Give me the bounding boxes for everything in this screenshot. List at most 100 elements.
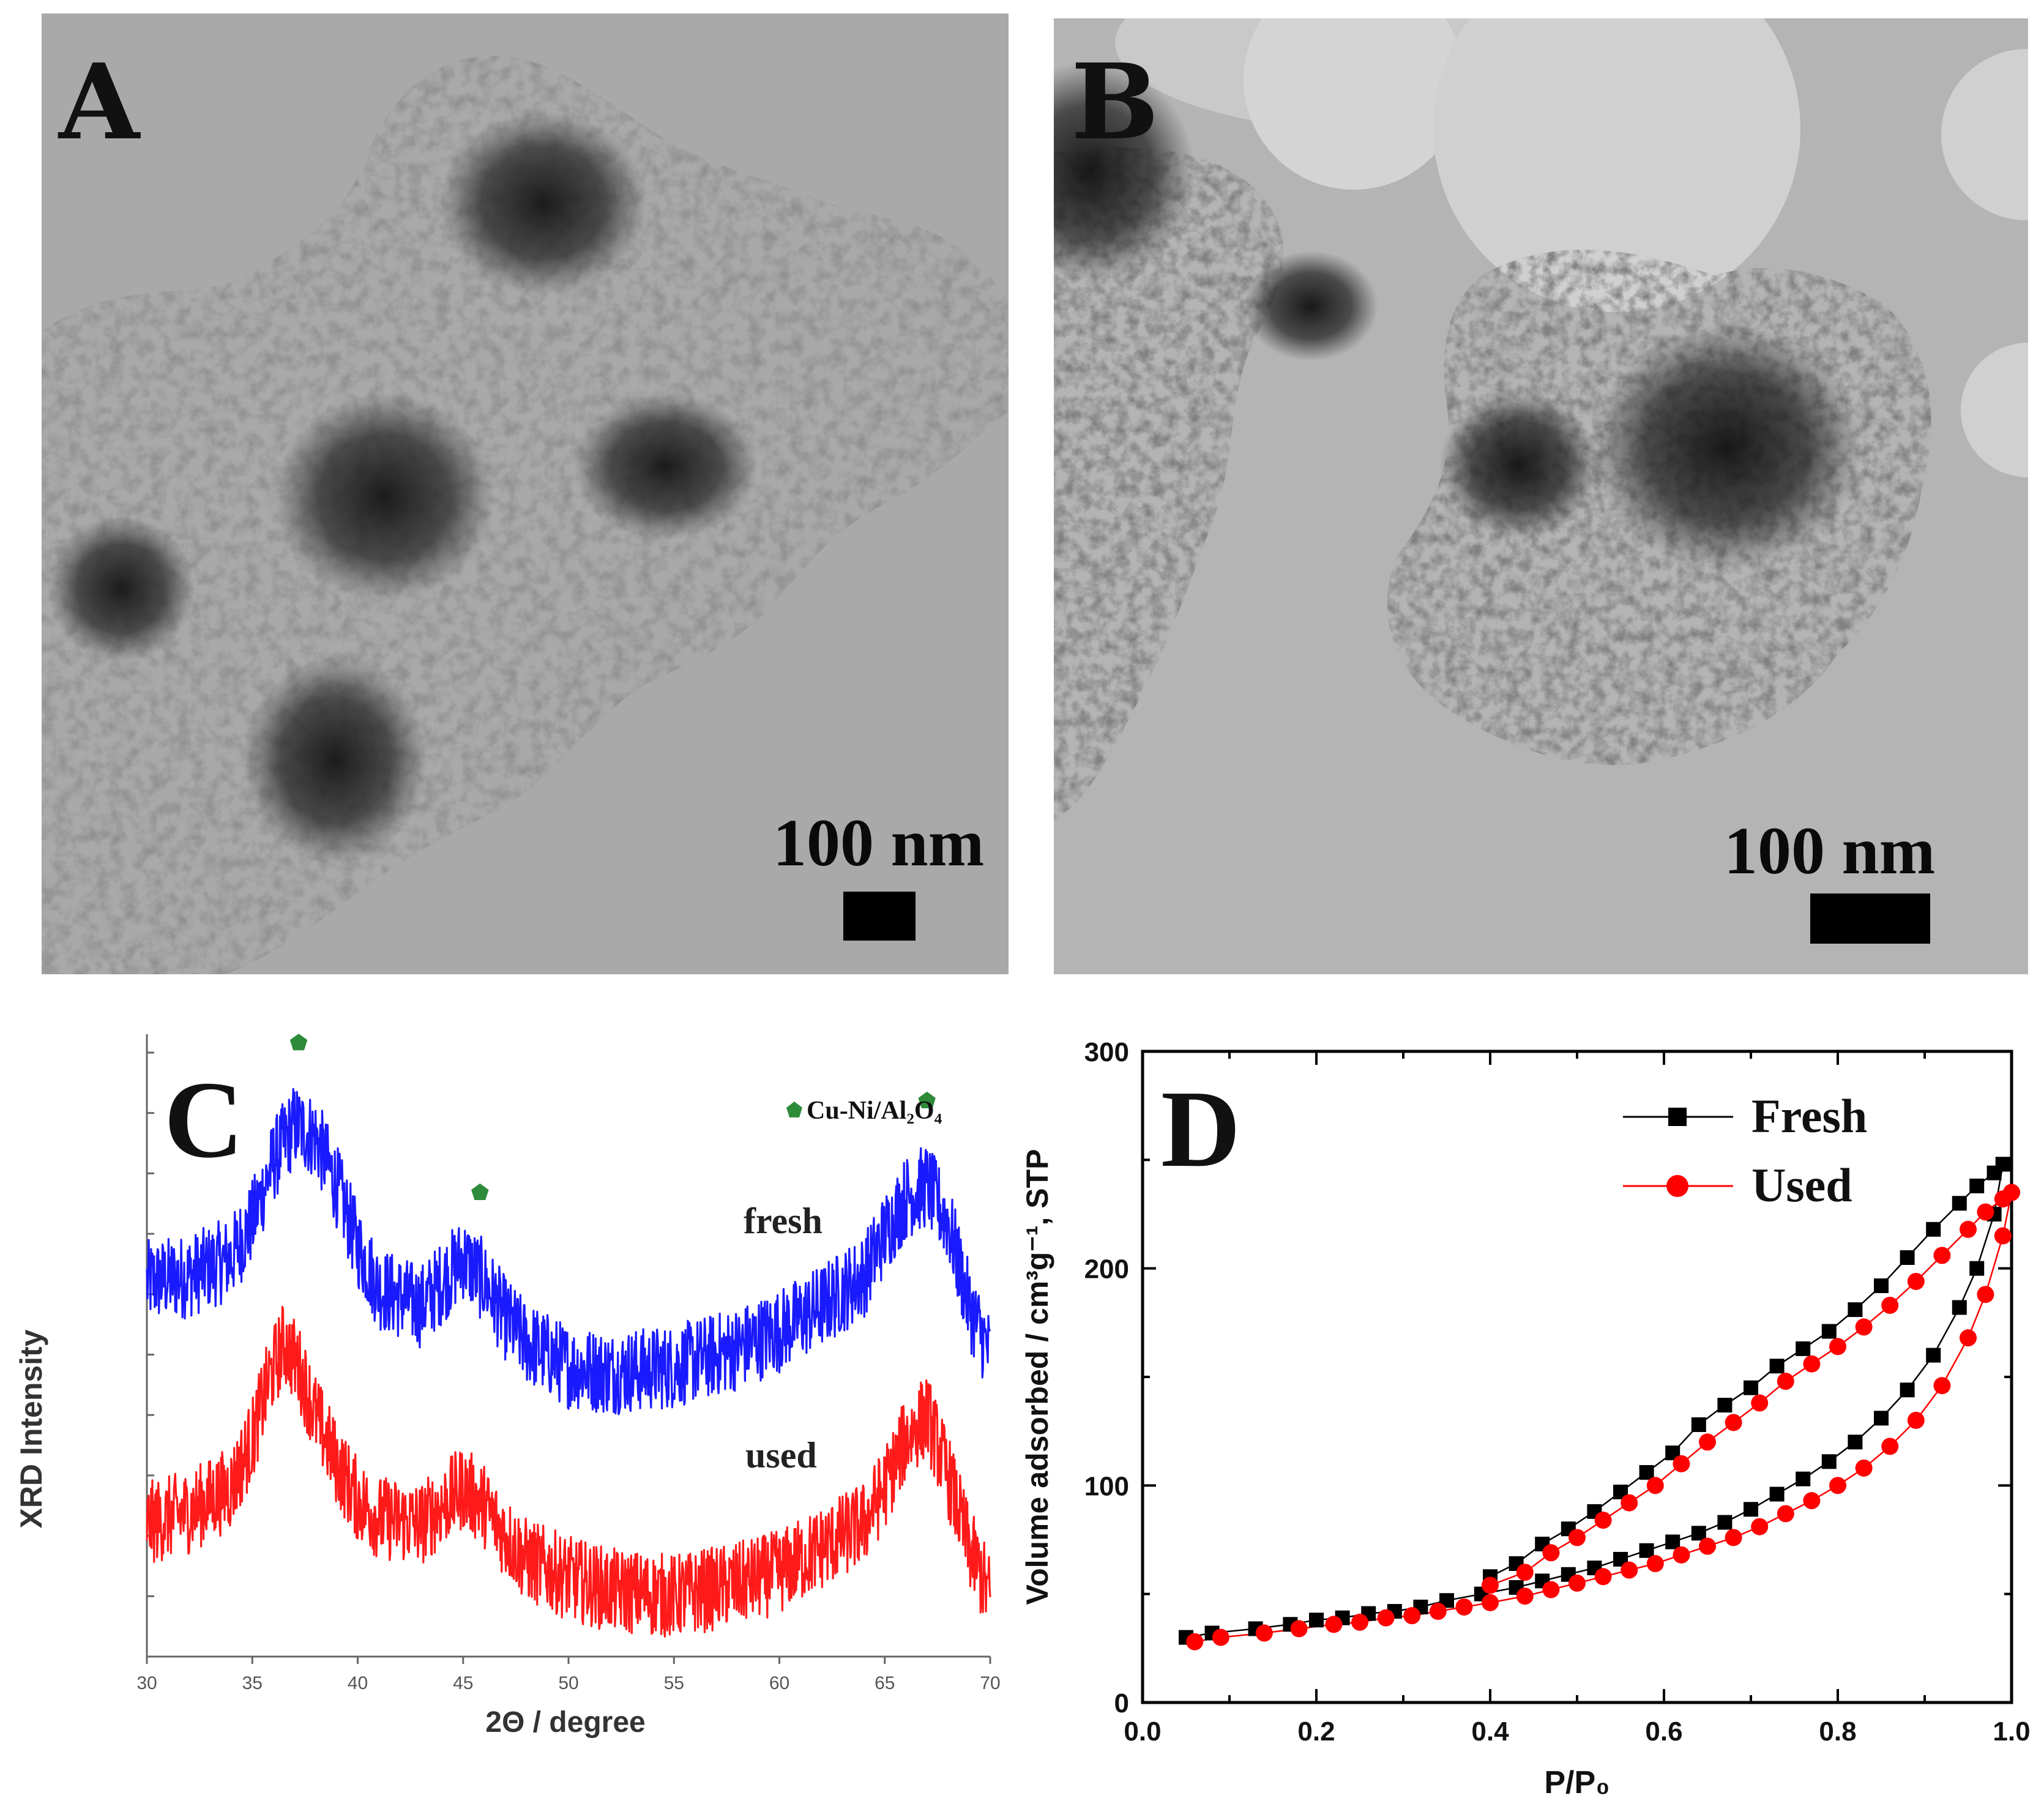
bet-point-fresh bbox=[1717, 1398, 1733, 1413]
panel-label-a: A bbox=[59, 41, 140, 163]
x-tick-label: 0.8 bbox=[1819, 1717, 1856, 1747]
bet-point-used bbox=[1803, 1355, 1821, 1373]
bet-point-fresh bbox=[1639, 1543, 1654, 1558]
bet-point-used bbox=[1960, 1220, 1977, 1238]
scale-bar-b bbox=[1810, 893, 1930, 944]
bet-point-used bbox=[1907, 1272, 1925, 1290]
series-label-used: used bbox=[745, 1435, 817, 1475]
panel-label-c: C bbox=[164, 1059, 244, 1180]
scale-bar-label-b: 100 nm bbox=[1724, 813, 1936, 888]
bet-point-used bbox=[1803, 1492, 1821, 1510]
bet-point-used bbox=[1725, 1414, 1742, 1431]
bet-point-fresh bbox=[1639, 1465, 1654, 1480]
dark-particle bbox=[1592, 324, 1862, 569]
tem-panel-a: A 100 nm bbox=[42, 13, 1009, 974]
x-axis-label: P/P₀ bbox=[1544, 1765, 1610, 1800]
bet-point-used bbox=[1933, 1247, 1951, 1264]
bet-point-fresh bbox=[1900, 1382, 1915, 1398]
bet-point-used bbox=[1960, 1329, 1977, 1347]
bet-point-fresh bbox=[1874, 1411, 1889, 1426]
y-tick-label: 300 bbox=[1084, 1037, 1129, 1067]
bet-point-fresh bbox=[1969, 1178, 1985, 1193]
bet-point-used bbox=[1482, 1576, 1499, 1594]
y-tick-label: 0 bbox=[1114, 1688, 1129, 1718]
bet-point-used bbox=[1977, 1203, 1994, 1221]
bet-point-fresh bbox=[1691, 1526, 1706, 1541]
x-tick-label: 45 bbox=[453, 1673, 473, 1693]
x-tick-label: 0.6 bbox=[1645, 1717, 1682, 1747]
bet-point-used bbox=[1751, 1394, 1769, 1412]
x-tick-label: 50 bbox=[558, 1673, 578, 1693]
bet-point-used bbox=[1569, 1574, 1586, 1592]
y-axis-label: XRD Intensity bbox=[14, 1329, 48, 1528]
peak-marker bbox=[289, 1034, 308, 1051]
bet-point-used bbox=[1994, 1227, 2012, 1245]
peak-marker bbox=[471, 1183, 489, 1200]
bet-point-used bbox=[1881, 1296, 1899, 1314]
bet-point-used bbox=[1377, 1609, 1395, 1627]
bet-point-used bbox=[1777, 1373, 1794, 1390]
dark-particle bbox=[274, 393, 494, 601]
legend-marker-used bbox=[1666, 1175, 1688, 1197]
xrd-line-used bbox=[146, 1305, 991, 1638]
panel-label-b: B bbox=[1071, 41, 1159, 163]
x-tick-label: 0.2 bbox=[1297, 1717, 1335, 1747]
x-tick-label: 40 bbox=[348, 1673, 368, 1693]
tem-panel-b: B 100 nm bbox=[1054, 18, 2028, 974]
bet-point-fresh bbox=[1952, 1300, 1967, 1315]
bet-point-used bbox=[1482, 1594, 1499, 1611]
bet-point-fresh bbox=[1769, 1486, 1785, 1502]
bet-line-used-desorption bbox=[1490, 1192, 2012, 1586]
bet-point-used bbox=[1994, 1190, 2012, 1208]
bet-point-fresh bbox=[1926, 1348, 1941, 1363]
bet-point-fresh bbox=[1691, 1417, 1706, 1433]
bet-point-used bbox=[1455, 1598, 1473, 1616]
dark-particle bbox=[1439, 392, 1598, 539]
x-tick-label: 60 bbox=[769, 1673, 789, 1693]
bet-point-fresh bbox=[1969, 1261, 1985, 1276]
legend-label-fresh: Fresh bbox=[1751, 1089, 1867, 1143]
bet-point-used bbox=[1829, 1477, 1846, 1494]
bet-point-used bbox=[1699, 1433, 1716, 1451]
bet-point-used bbox=[1977, 1286, 1994, 1303]
dark-particle bbox=[48, 515, 195, 662]
bet-point-used bbox=[1516, 1587, 1534, 1605]
bet-point-fresh bbox=[1821, 1454, 1837, 1469]
x-tick-label: 30 bbox=[136, 1673, 157, 1693]
bet-point-used bbox=[1621, 1561, 1638, 1579]
bet-point-fresh bbox=[1848, 1302, 1863, 1318]
xrd-legend: Cu-Ni/Al₂O₄ bbox=[786, 1097, 942, 1125]
y-tick-label: 200 bbox=[1084, 1255, 1129, 1285]
bet-point-used bbox=[1881, 1438, 1899, 1455]
y-axis-label: Volume adsorbed / cm³g⁻¹, STP bbox=[1020, 1149, 1054, 1605]
scale-bar-label-a: 100 nm bbox=[773, 805, 985, 880]
bet-point-fresh bbox=[1926, 1221, 1941, 1237]
x-tick-label: 70 bbox=[980, 1673, 1000, 1693]
x-tick-label: 65 bbox=[875, 1673, 895, 1693]
bet-point-used bbox=[1621, 1494, 1638, 1512]
bet-point-used bbox=[1829, 1338, 1846, 1356]
bet-point-used bbox=[1594, 1568, 1612, 1586]
bet-point-fresh bbox=[1900, 1250, 1915, 1265]
xrd-line-fresh bbox=[146, 1087, 991, 1415]
bet-point-used bbox=[1186, 1633, 1204, 1650]
series-label-fresh: fresh bbox=[744, 1201, 823, 1241]
bet-point-fresh bbox=[1665, 1534, 1680, 1550]
bet-point-used bbox=[1777, 1505, 1794, 1523]
bet-point-fresh bbox=[1952, 1196, 1967, 1211]
bet-point-used bbox=[1569, 1529, 1586, 1546]
bet-point-fresh bbox=[1848, 1434, 1863, 1450]
x-axis-label: 2Θ / degree bbox=[485, 1706, 645, 1739]
bet-point-used bbox=[1212, 1628, 1229, 1646]
bet-point-fresh bbox=[1717, 1515, 1733, 1530]
tem-image-b bbox=[1054, 18, 2028, 974]
x-tick-label: 35 bbox=[242, 1673, 263, 1693]
legend-label-cu-ni-al2o4: Cu-Ni/Al₂O₄ bbox=[807, 1097, 942, 1125]
bet-point-fresh bbox=[1874, 1278, 1889, 1294]
bet-point-used bbox=[1325, 1616, 1343, 1633]
dark-particle bbox=[244, 656, 427, 864]
bet-legend: Fresh Used bbox=[1623, 1089, 1867, 1212]
bet-point-used bbox=[1673, 1455, 1690, 1472]
x-tick-label: 0.0 bbox=[1124, 1717, 1161, 1747]
bet-point-used bbox=[1351, 1613, 1368, 1631]
